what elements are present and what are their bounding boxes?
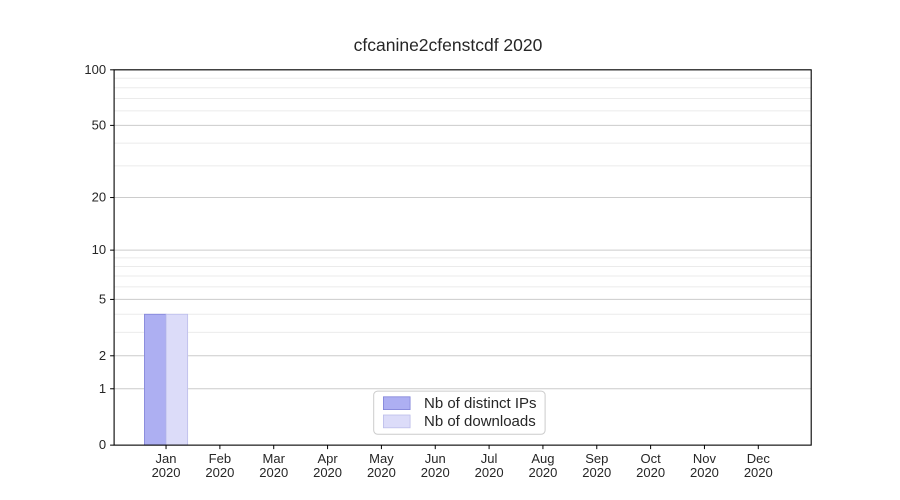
svg-text:Nov: Nov: [693, 451, 717, 466]
svg-text:May: May: [369, 451, 394, 466]
svg-text:5: 5: [99, 291, 106, 306]
svg-text:Nb of downloads: Nb of downloads: [424, 413, 536, 430]
svg-text:2020: 2020: [636, 465, 665, 480]
svg-text:Jun: Jun: [425, 451, 446, 466]
svg-text:Apr: Apr: [317, 451, 338, 466]
svg-text:10: 10: [92, 242, 106, 257]
svg-text:2020: 2020: [152, 465, 181, 480]
svg-text:2020: 2020: [475, 465, 504, 480]
svg-text:2020: 2020: [313, 465, 342, 480]
svg-text:Nb of distinct IPs: Nb of distinct IPs: [424, 395, 537, 412]
svg-text:Sep: Sep: [585, 451, 608, 466]
svg-text:2020: 2020: [690, 465, 719, 480]
svg-text:0: 0: [99, 437, 106, 452]
svg-text:2020: 2020: [421, 465, 450, 480]
svg-text:2020: 2020: [367, 465, 396, 480]
svg-text:Jul: Jul: [481, 451, 498, 466]
svg-text:Oct: Oct: [640, 451, 661, 466]
svg-text:100: 100: [84, 62, 106, 77]
svg-text:2020: 2020: [205, 465, 234, 480]
svg-text:Dec: Dec: [747, 451, 771, 466]
svg-text:Jan: Jan: [156, 451, 177, 466]
svg-text:2020: 2020: [259, 465, 288, 480]
svg-text:1: 1: [99, 381, 106, 396]
svg-text:cfcanine2cfenstcdf 2020: cfcanine2cfenstcdf 2020: [354, 35, 543, 55]
svg-text:2020: 2020: [528, 465, 557, 480]
svg-text:50: 50: [92, 117, 106, 132]
svg-text:2020: 2020: [744, 465, 773, 480]
svg-text:Feb: Feb: [209, 451, 231, 466]
svg-text:Aug: Aug: [531, 451, 554, 466]
svg-text:20: 20: [92, 190, 106, 205]
svg-text:2020: 2020: [582, 465, 611, 480]
svg-text:Mar: Mar: [263, 451, 286, 466]
svg-text:2: 2: [99, 348, 106, 363]
